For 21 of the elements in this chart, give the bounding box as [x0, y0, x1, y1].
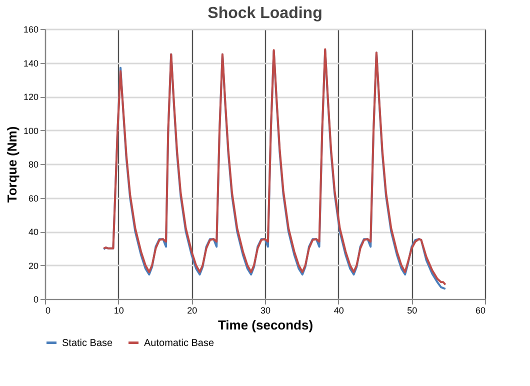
- x-axis-title: Time (seconds): [218, 318, 314, 332]
- y-tick-label: 120: [23, 92, 38, 102]
- y-tick-label: 60: [28, 193, 38, 204]
- y-tick-label: 160: [23, 24, 38, 34]
- y-axis-title: Torque (Nm): [4, 126, 20, 203]
- legend-label: Automatic Base: [144, 338, 214, 349]
- x-tick-label: 60: [475, 306, 486, 316]
- chart-title: Shock Loading: [208, 5, 322, 22]
- y-tick-label: 100: [23, 126, 38, 136]
- x-tick-label: 10: [114, 306, 124, 316]
- x-tick-label: 50: [407, 306, 418, 316]
- y-tick-label: 140: [23, 58, 38, 68]
- legend-label: Static Base: [62, 338, 114, 349]
- x-tick-label: 20: [187, 306, 198, 316]
- x-tick-label: 40: [334, 306, 344, 316]
- x-tick-label: 30: [260, 306, 271, 316]
- y-tick-label: 0: [33, 294, 38, 304]
- y-tick-label: 80: [28, 160, 38, 170]
- x-tick-label: 0: [46, 306, 51, 316]
- y-tick-label: 20: [28, 260, 38, 271]
- y-tick-label: 40: [28, 227, 38, 237]
